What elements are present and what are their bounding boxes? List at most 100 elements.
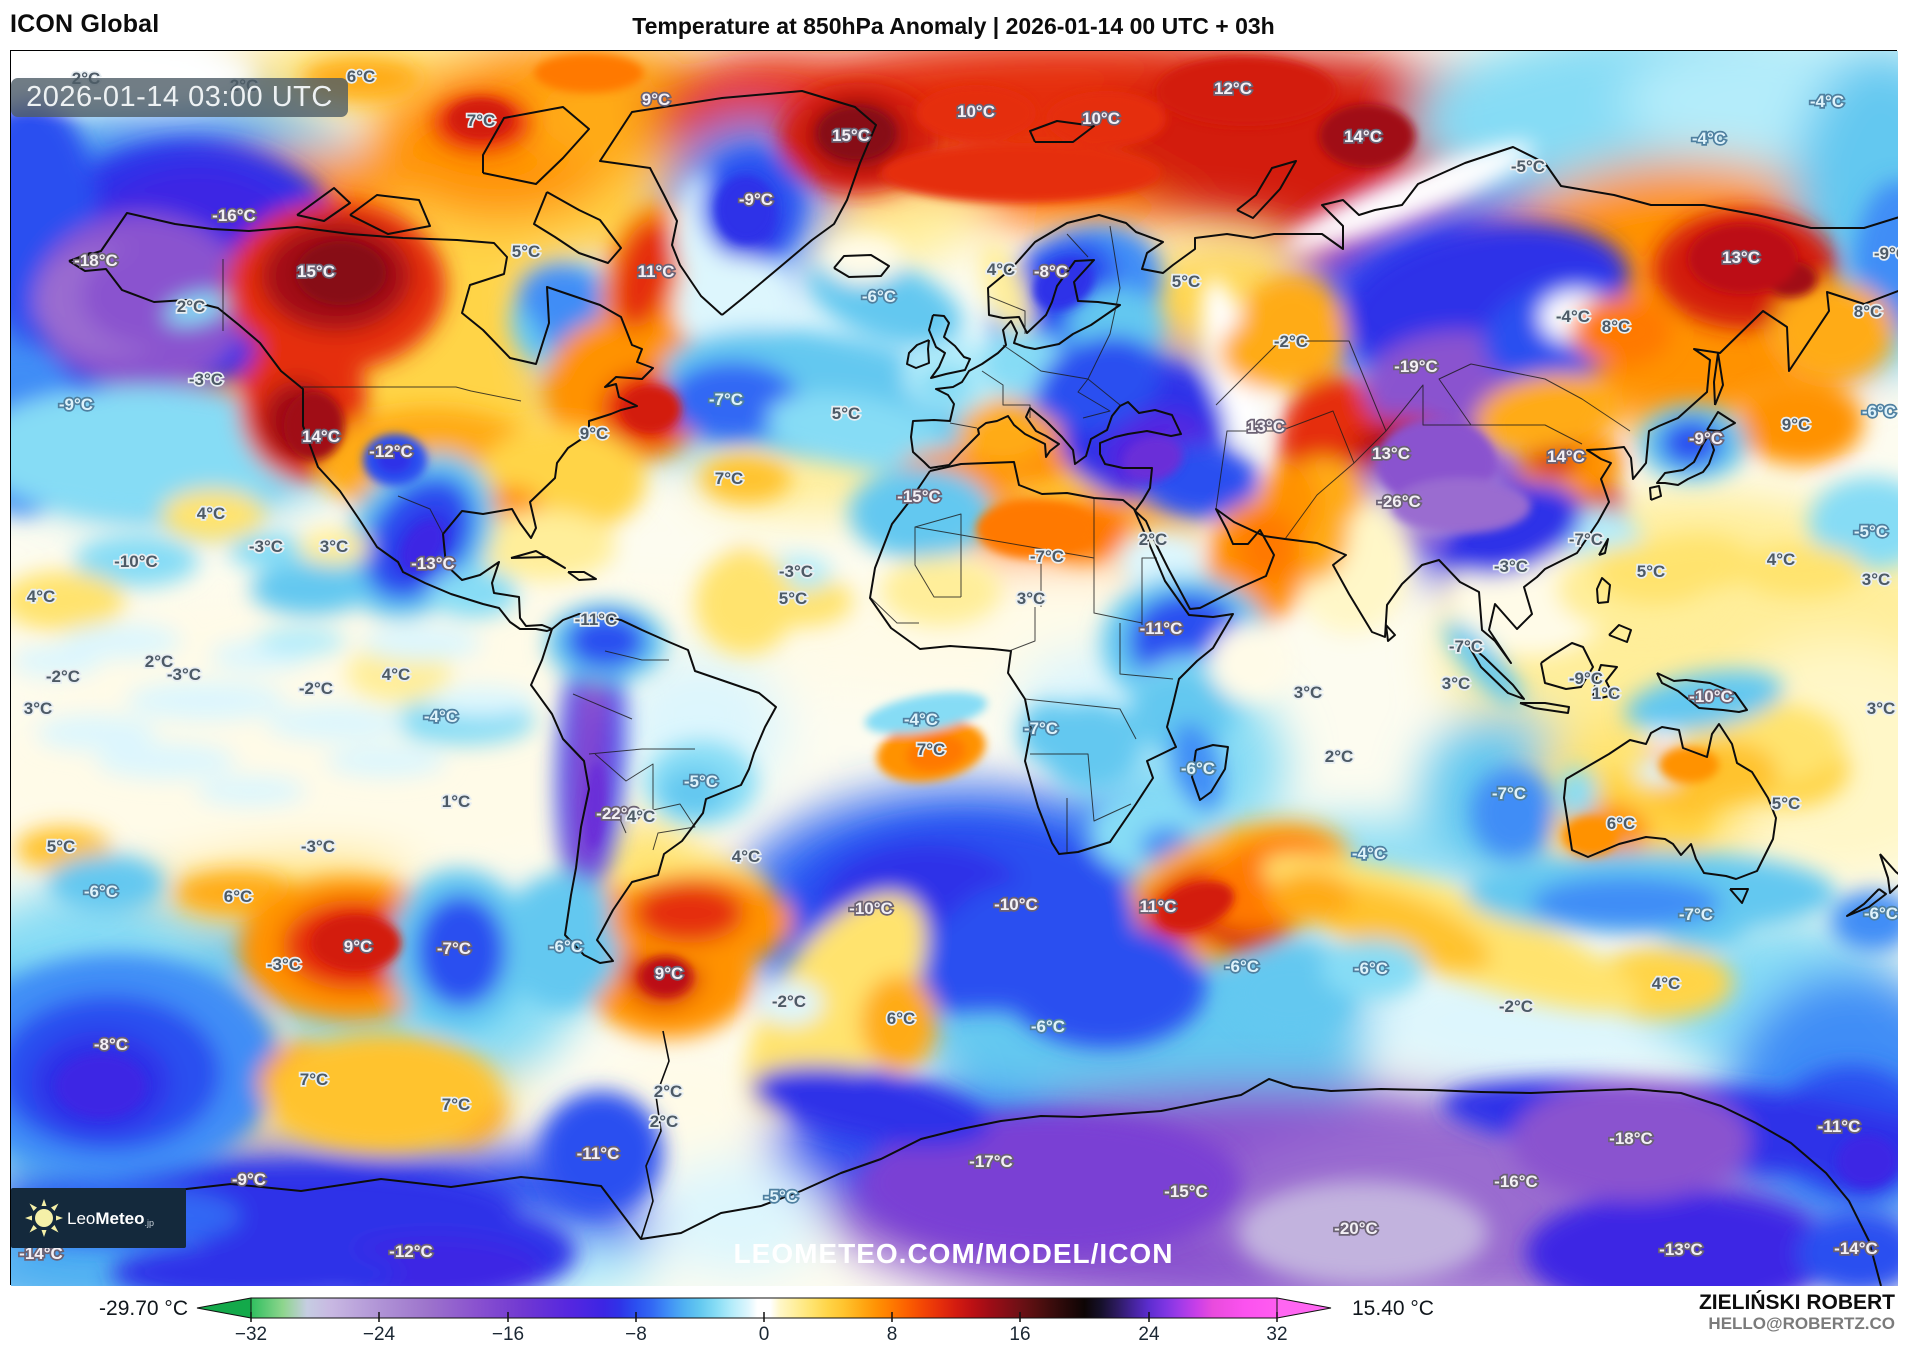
svg-text:-3°C: -3°C (1494, 557, 1528, 576)
svg-text:32: 32 (1266, 1324, 1287, 1345)
svg-text:-3°C: -3°C (189, 370, 223, 389)
svg-text:-3°C: -3°C (167, 665, 201, 684)
svg-text:-13°C: -13°C (1659, 1240, 1703, 1259)
svg-text:-9°C: -9°C (232, 1170, 266, 1189)
svg-text:-10°C: -10°C (994, 895, 1038, 914)
svg-text:-4°C: -4°C (424, 707, 458, 726)
svg-text:-6°C: -6°C (1031, 1017, 1065, 1036)
svg-text:7°C: 7°C (467, 111, 496, 130)
svg-text:-6°C: -6°C (1181, 759, 1215, 778)
svg-text:−8: −8 (625, 1324, 647, 1345)
svg-text:-7°C: -7°C (437, 939, 471, 958)
svg-text:5°C: 5°C (832, 404, 861, 423)
svg-text:-2°C: -2°C (46, 667, 80, 686)
svg-text:LeoMeteo.jp: LeoMeteo.jp (67, 1209, 154, 1228)
svg-text:5°C: 5°C (1637, 562, 1666, 581)
svg-text:-11°C: -11°C (1818, 1117, 1861, 1136)
svg-text:-16°C: -16°C (212, 206, 256, 225)
svg-text:2°C: 2°C (177, 297, 206, 316)
svg-text:5°C: 5°C (779, 589, 808, 608)
svg-text:14°C: 14°C (302, 427, 340, 446)
svg-text:-10°C: -10°C (849, 899, 893, 918)
svg-text:9°C: 9°C (655, 964, 684, 983)
svg-text:-5°C: -5°C (764, 1187, 798, 1206)
svg-text:15°C: 15°C (832, 126, 870, 145)
svg-text:10°C: 10°C (1082, 109, 1120, 128)
svg-text:5°C: 5°C (47, 837, 76, 856)
svg-text:4°C: 4°C (1652, 974, 1681, 993)
svg-text:-17°C: -17°C (969, 1152, 1013, 1171)
svg-text:4°C: 4°C (1767, 550, 1796, 569)
svg-text:-2°C: -2°C (1274, 332, 1308, 351)
svg-text:4°C: 4°C (197, 504, 226, 523)
svg-text:-3°C: -3°C (779, 562, 813, 581)
svg-text:5°C: 5°C (1172, 272, 1201, 291)
svg-text:2°C: 2°C (1325, 747, 1354, 766)
svg-text:-6°C: -6°C (1225, 957, 1259, 976)
svg-text:−16: −16 (492, 1324, 524, 1345)
svg-text:3°C: 3°C (1442, 674, 1471, 693)
svg-text:11°C: 11°C (637, 262, 674, 281)
svg-text:-4°C: -4°C (904, 710, 938, 729)
svg-text:3°C: 3°C (1862, 570, 1891, 589)
svg-text:-19°C: -19°C (1394, 357, 1438, 376)
svg-text:14°C: 14°C (1344, 127, 1382, 146)
svg-text:-8°C: -8°C (94, 1035, 128, 1054)
svg-text:-12°C: -12°C (389, 1242, 433, 1261)
svg-text:-6°C: -6°C (1864, 904, 1898, 923)
svg-text:10°C: 10°C (957, 102, 995, 121)
svg-text:-7°C: -7°C (1030, 547, 1064, 566)
svg-text:-15°C: -15°C (1164, 1182, 1208, 1201)
svg-text:7°C: 7°C (917, 740, 946, 759)
svg-text:3°C: 3°C (320, 537, 349, 556)
svg-text:3°C: 3°C (1017, 589, 1046, 608)
svg-text:-13°C: -13°C (411, 554, 455, 573)
svg-text:4°C: 4°C (627, 807, 656, 826)
svg-text:-6°C: -6°C (862, 287, 896, 306)
svg-text:13°C: 13°C (1247, 417, 1285, 436)
svg-text:9°C: 9°C (642, 90, 671, 109)
svg-text:1°C: 1°C (442, 792, 471, 811)
svg-text:-10°C: -10°C (114, 552, 158, 571)
svg-text:6°C: 6°C (1607, 814, 1636, 833)
svg-text:16: 16 (1009, 1324, 1030, 1345)
svg-text:-22°C: -22°C (596, 804, 640, 823)
svg-text:-4°C: -4°C (1810, 92, 1844, 111)
svg-text:7°C: 7°C (715, 469, 744, 488)
svg-text:-5°C: -5°C (684, 772, 718, 791)
svg-text:-11°C: -11°C (577, 1144, 620, 1163)
svg-text:-6°C: -6°C (549, 937, 583, 956)
svg-text:-3°C: -3°C (249, 537, 283, 556)
svg-text:13°C: 13°C (1372, 444, 1410, 463)
svg-text:-5°C: -5°C (1511, 157, 1545, 176)
svg-text:8°C: 8°C (1854, 302, 1883, 321)
svg-text:-11°C: -11°C (575, 610, 618, 629)
svg-text:-7°C: -7°C (1679, 905, 1713, 924)
svg-text:−32: −32 (235, 1324, 267, 1345)
svg-text:9°C: 9°C (1782, 415, 1811, 434)
svg-text:2°C: 2°C (1139, 530, 1168, 549)
svg-text:8°C: 8°C (1602, 317, 1631, 336)
svg-text:-9°C: -9°C (739, 190, 773, 209)
svg-text:-16°C: -16°C (1494, 1172, 1538, 1191)
svg-text:-14°C: -14°C (1834, 1239, 1878, 1258)
svg-text:-2°C: -2°C (772, 992, 806, 1011)
svg-text:-2°C: -2°C (1499, 997, 1533, 1016)
svg-text:-9°C: -9°C (1689, 429, 1723, 448)
svg-text:6°C: 6°C (887, 1009, 916, 1028)
svg-text:-4°C: -4°C (1352, 844, 1386, 863)
svg-text:0: 0 (759, 1324, 770, 1345)
svg-text:-18°C: -18°C (1609, 1129, 1653, 1148)
svg-text:-4°C: -4°C (1556, 307, 1590, 326)
svg-text:-20°C: -20°C (1334, 1219, 1378, 1238)
svg-text:1°C: 1°C (1592, 684, 1621, 703)
svg-text:-6°C: -6°C (1354, 959, 1388, 978)
svg-text:-15°C: -15°C (897, 487, 941, 506)
svg-text:7°C: 7°C (300, 1070, 329, 1089)
svg-text:-12°C: -12°C (369, 442, 413, 461)
svg-text:15.40 °C: 15.40 °C (1352, 1297, 1434, 1320)
svg-text:3°C: 3°C (1867, 699, 1896, 718)
svg-text:6°C: 6°C (224, 887, 253, 906)
svg-text:-26°C: -26°C (1377, 492, 1421, 511)
svg-text:-4°C: -4°C (1692, 129, 1726, 148)
